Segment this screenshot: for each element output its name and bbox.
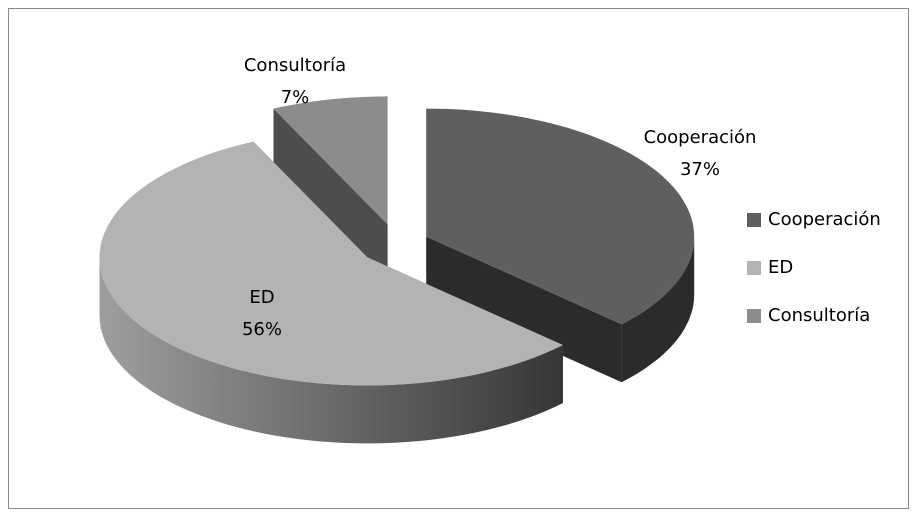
legend-swatch [747,261,761,275]
legend-label: Cooperación [768,209,881,230]
slice-top [99,141,563,386]
legend-label: ED [768,257,793,278]
slice-top [273,96,388,225]
slice-side [426,236,622,383]
data-label-name: Cooperación [644,127,757,148]
slice-top [426,108,695,325]
slice-wall [621,236,695,383]
slice-side [273,108,388,283]
data-label-name: Consultoría [244,55,346,76]
slice [273,96,388,283]
legend-label: Consultoría [768,305,870,326]
data-label-value: 56% [242,319,282,340]
slice [426,108,695,383]
slice [99,141,563,444]
data-label-name: ED [249,287,274,308]
data-label-value: 37% [680,159,720,180]
legend-swatch [747,309,761,323]
data-label-value: 7% [281,87,310,108]
legend-swatch [747,213,761,227]
slice-wall [99,257,563,444]
